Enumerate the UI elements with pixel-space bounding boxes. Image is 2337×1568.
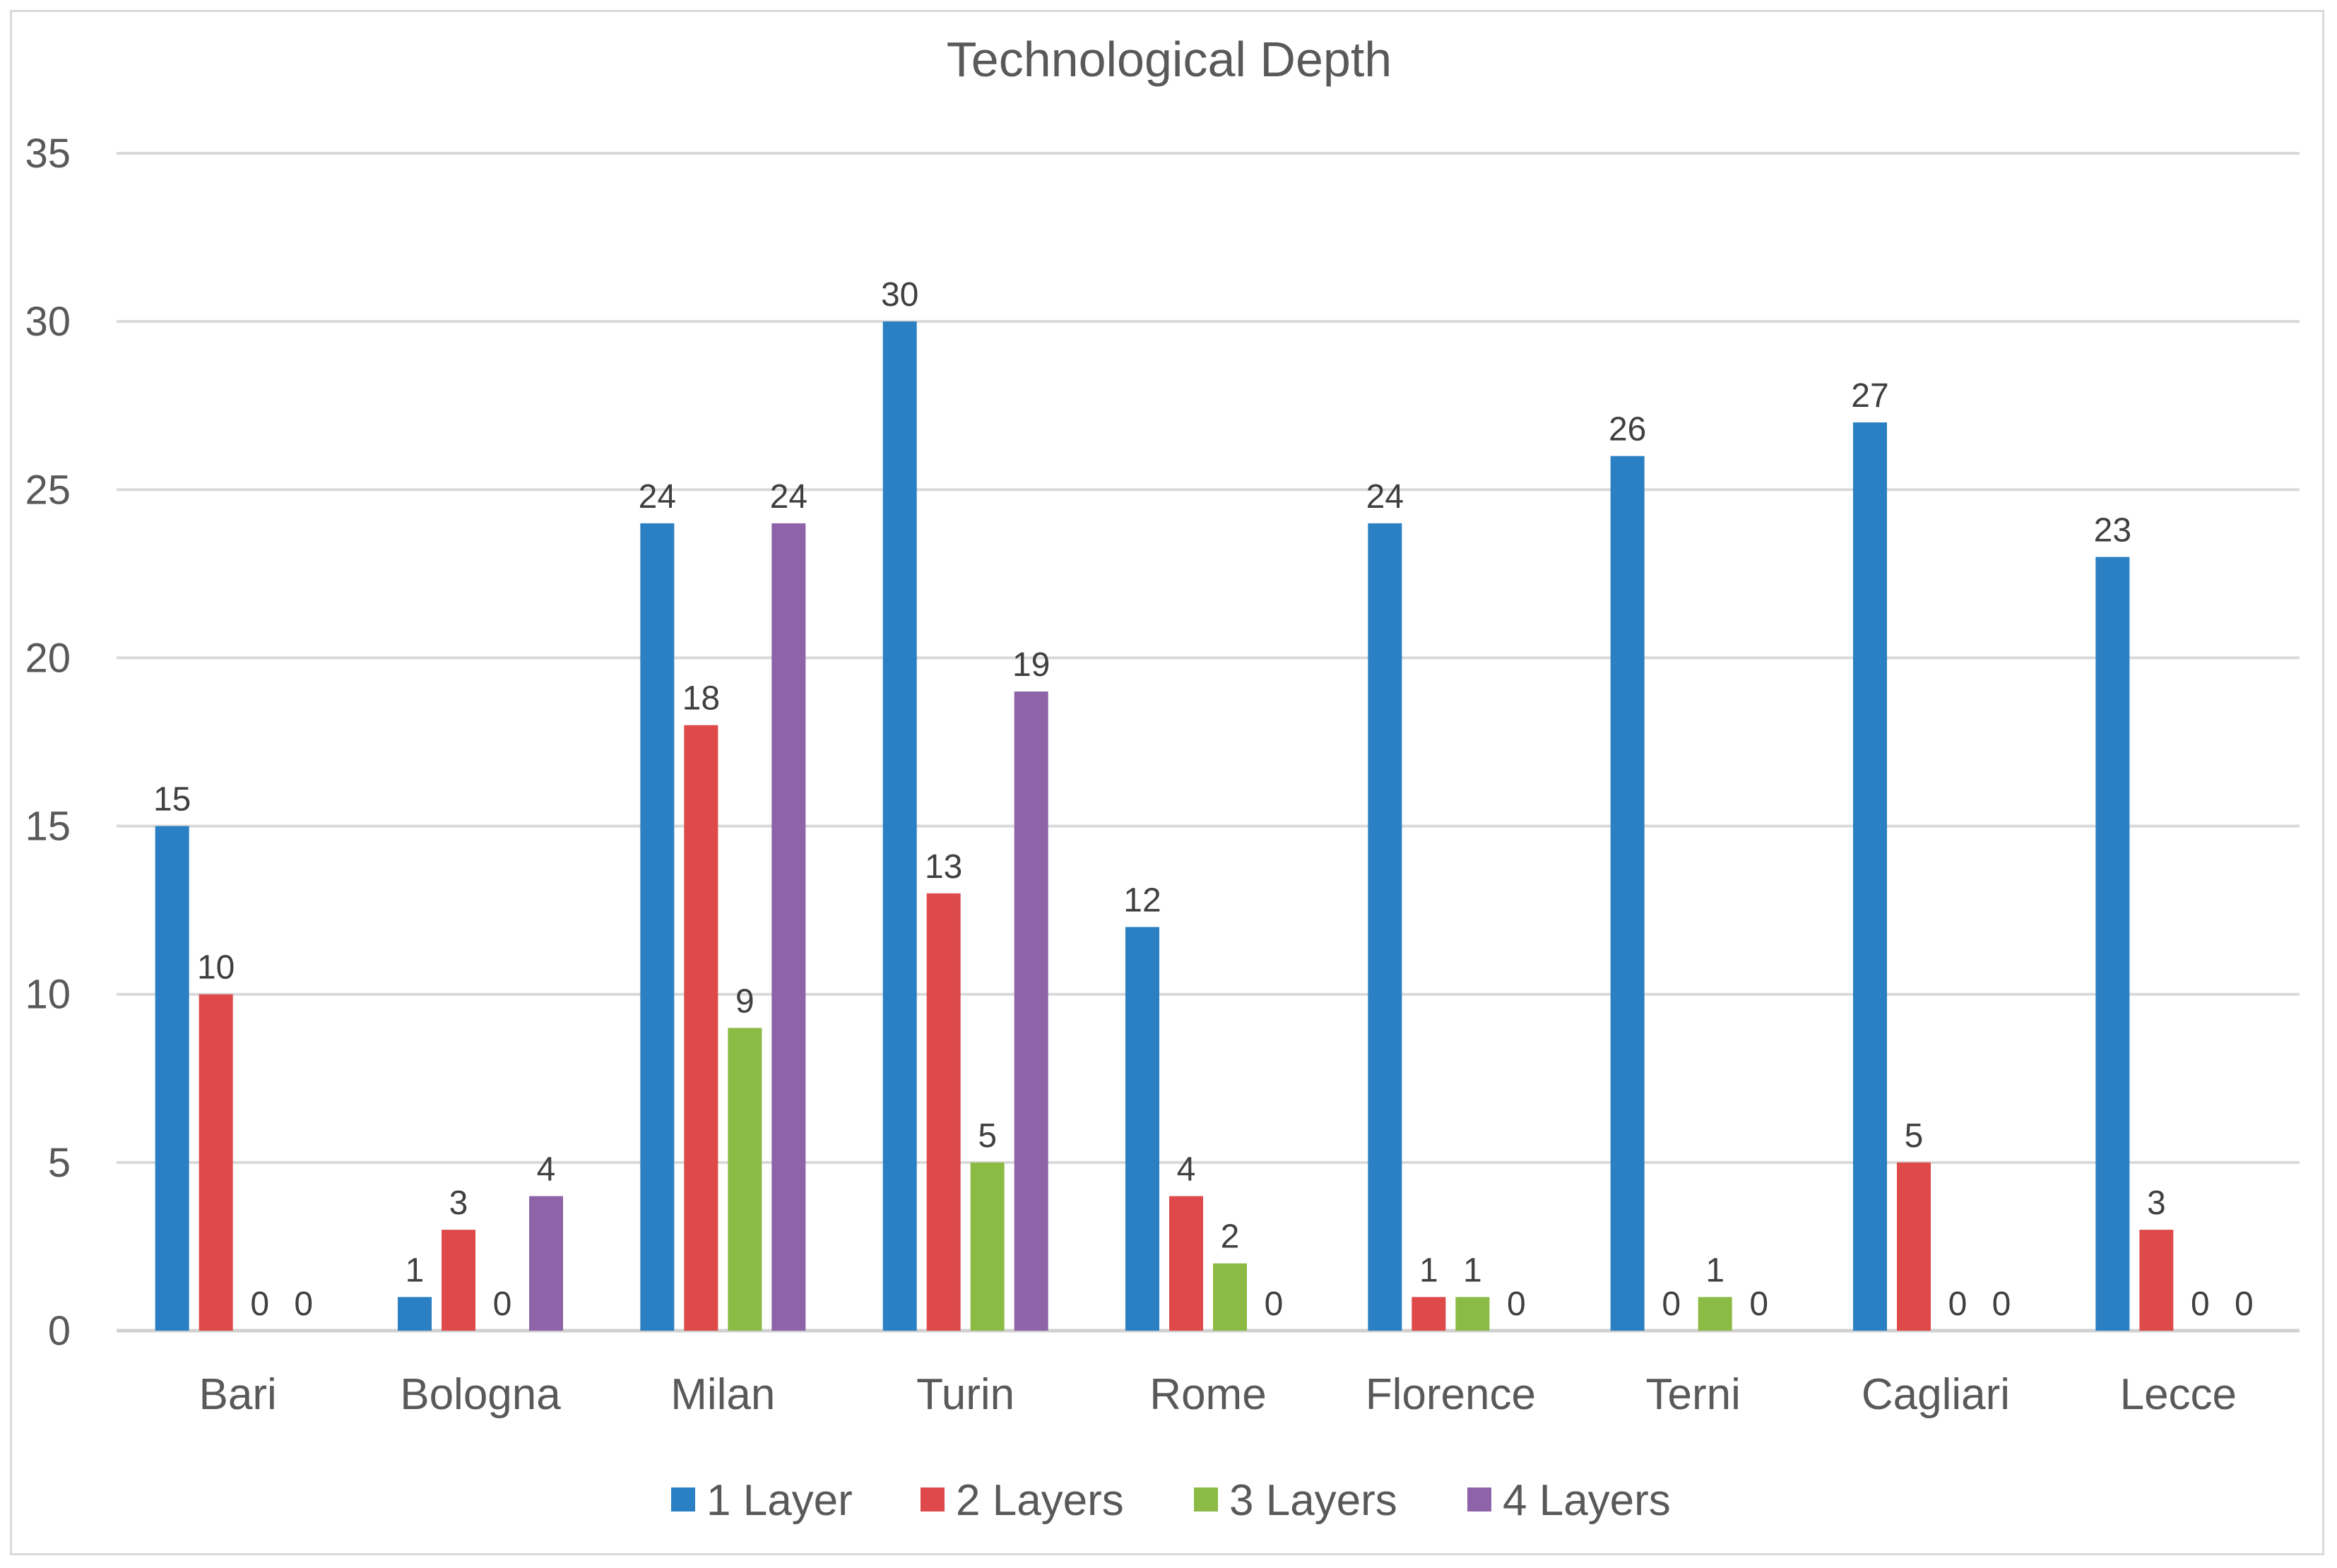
- data-label: 0: [493, 1285, 512, 1323]
- chart-title: Technological Depth: [947, 32, 1392, 87]
- y-tick-label: 35: [25, 131, 71, 177]
- data-label: 1: [1463, 1252, 1482, 1289]
- y-tick-label: 5: [48, 1140, 71, 1186]
- bar: [1169, 1196, 1203, 1331]
- data-label: 4: [1177, 1151, 1196, 1188]
- y-axis-ticks: 0 5 10 15 20 25 30 35: [25, 131, 71, 1354]
- y-tick-label: 10: [25, 972, 71, 1018]
- data-label: 27: [1851, 377, 1888, 415]
- data-label: 23: [2094, 512, 2131, 550]
- data-label: 1: [1419, 1252, 1438, 1289]
- data-label: 0: [1662, 1285, 1681, 1323]
- data-label: 0: [1507, 1285, 1526, 1323]
- data-label: 0: [1948, 1285, 1968, 1323]
- legend-label: 1 Layer: [706, 1476, 853, 1525]
- x-tick-label: Terni: [1645, 1370, 1740, 1419]
- y-tick-label: 15: [25, 804, 71, 850]
- bar: [1412, 1297, 1446, 1331]
- legend-label: 3 Layers: [1229, 1476, 1397, 1525]
- x-tick-label: Turin: [916, 1370, 1014, 1419]
- bar: [442, 1230, 475, 1331]
- bar: [1125, 927, 1159, 1331]
- data-label: 4: [537, 1151, 556, 1188]
- bar: [2095, 557, 2130, 1331]
- data-label: 0: [250, 1285, 269, 1323]
- data-label: 19: [1012, 646, 1050, 684]
- legend-swatch: [921, 1487, 945, 1511]
- y-tick-label: 25: [25, 467, 71, 513]
- legend-swatch: [1467, 1487, 1491, 1511]
- bar: [1853, 422, 1887, 1331]
- x-axis-ticks: Bari Bologna Milan Turin Rome Florence Terni Ca…: [199, 1370, 2237, 1419]
- bar: [155, 826, 189, 1331]
- bar: [1368, 523, 1402, 1331]
- data-label: 13: [925, 848, 962, 886]
- data-label: 0: [2235, 1285, 2254, 1323]
- data-label: 24: [1366, 478, 1404, 516]
- data-label: 26: [1609, 411, 1646, 449]
- bar: [1213, 1263, 1247, 1331]
- x-tick-label: Lecce: [2120, 1370, 2237, 1419]
- data-label: 1: [406, 1252, 425, 1289]
- legend: 1 Layer 2 Layers 3 Layers 4 Layers: [671, 1476, 1671, 1525]
- bar: [1897, 1162, 1931, 1331]
- x-tick-label: Bari: [199, 1370, 277, 1419]
- bar: [684, 725, 718, 1331]
- bar: [199, 994, 233, 1331]
- y-tick-label: 0: [48, 1308, 71, 1354]
- data-label: 5: [1905, 1117, 1924, 1155]
- data-label: 15: [153, 781, 191, 819]
- gridlines: [117, 152, 2300, 1333]
- data-label: 2: [1221, 1218, 1240, 1256]
- legend-swatch: [671, 1487, 695, 1511]
- x-tick-label: Florence: [1366, 1370, 1536, 1419]
- y-tick-label: 30: [25, 299, 71, 345]
- legend-label: 2 Layers: [956, 1476, 1124, 1525]
- bar: [970, 1162, 1005, 1331]
- bar: [1455, 1297, 1490, 1331]
- bar: [728, 1028, 762, 1331]
- legend-swatch: [1194, 1487, 1218, 1511]
- bar: [398, 1297, 432, 1331]
- legend-label: 4 Layers: [1503, 1476, 1671, 1525]
- bar: [771, 523, 806, 1331]
- x-tick-label: Milan: [670, 1370, 775, 1419]
- data-label: 0: [2191, 1285, 2210, 1323]
- bar: [882, 321, 917, 1331]
- data-label: 30: [881, 276, 918, 314]
- data-label: 10: [197, 949, 235, 987]
- data-label: 12: [1123, 881, 1161, 919]
- data-label: 3: [449, 1184, 468, 1222]
- data-label: 18: [682, 680, 720, 718]
- x-tick-label: Cagliari: [1862, 1370, 2010, 1419]
- bar: [2139, 1230, 2174, 1331]
- data-label: 5: [978, 1117, 997, 1155]
- y-tick-label: 20: [25, 635, 71, 681]
- bar: [1698, 1297, 1732, 1331]
- data-label: 0: [1265, 1285, 1284, 1323]
- data-label: 24: [639, 478, 676, 516]
- x-tick-label: Rome: [1149, 1370, 1266, 1419]
- data-label: 9: [735, 982, 755, 1020]
- bar: [926, 893, 961, 1331]
- data-label: 0: [1749, 1285, 1768, 1323]
- bar: [1014, 691, 1048, 1331]
- data-label: 3: [2147, 1184, 2166, 1222]
- data-label: 24: [770, 478, 807, 516]
- data-label: 0: [294, 1285, 313, 1323]
- bar: [1610, 456, 1645, 1331]
- x-tick-label: Bologna: [400, 1370, 561, 1419]
- bar: [640, 523, 675, 1331]
- bar: [529, 1196, 563, 1331]
- data-label: 1: [1705, 1252, 1724, 1289]
- chart-frame: [10, 10, 2324, 1555]
- bars: [155, 321, 2174, 1331]
- data-label: 0: [1992, 1285, 2011, 1323]
